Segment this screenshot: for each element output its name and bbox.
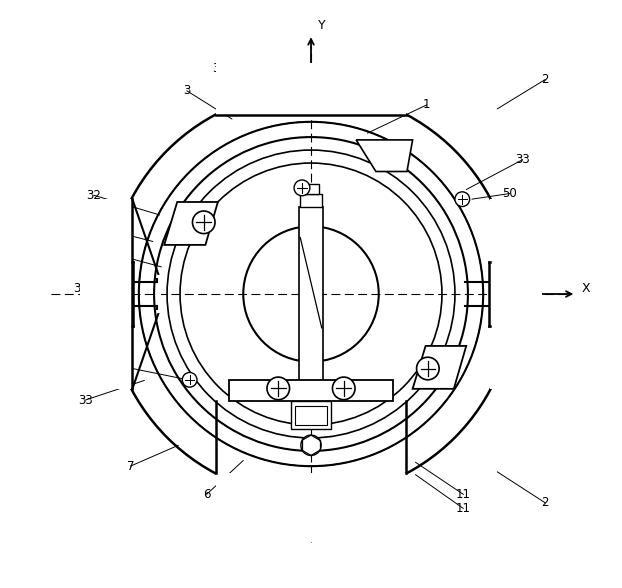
Circle shape xyxy=(267,377,290,400)
Bar xyxy=(303,184,319,194)
Text: 50: 50 xyxy=(86,354,101,367)
Polygon shape xyxy=(356,140,412,172)
Text: 2: 2 xyxy=(542,73,549,86)
Bar xyxy=(300,194,322,206)
Polygon shape xyxy=(216,473,406,542)
Circle shape xyxy=(192,211,215,233)
Text: 35: 35 xyxy=(515,282,530,295)
Text: 33: 33 xyxy=(515,153,530,166)
Bar xyxy=(229,380,393,401)
Circle shape xyxy=(182,372,197,387)
Text: 11: 11 xyxy=(456,502,471,515)
Polygon shape xyxy=(164,202,218,245)
Text: 5: 5 xyxy=(101,245,109,258)
Polygon shape xyxy=(490,199,542,389)
Bar xyxy=(299,206,323,404)
Bar xyxy=(290,401,332,429)
Text: 7: 7 xyxy=(127,460,134,473)
Text: X: X xyxy=(582,282,590,295)
Circle shape xyxy=(332,377,355,400)
Polygon shape xyxy=(80,199,132,389)
Text: 4: 4 xyxy=(357,79,364,92)
Circle shape xyxy=(455,192,470,206)
Text: 31: 31 xyxy=(86,220,101,233)
Text: 30: 30 xyxy=(212,62,227,75)
Text: 3: 3 xyxy=(183,84,190,97)
Text: 10: 10 xyxy=(304,513,318,526)
Text: 6: 6 xyxy=(203,488,210,501)
Text: 11: 11 xyxy=(456,488,471,501)
Text: 2: 2 xyxy=(542,496,549,509)
Circle shape xyxy=(417,358,439,380)
Text: 1: 1 xyxy=(423,98,430,111)
Circle shape xyxy=(294,180,310,196)
Text: 9: 9 xyxy=(239,495,247,508)
Polygon shape xyxy=(216,62,406,115)
Text: 32: 32 xyxy=(86,189,101,202)
Text: 8: 8 xyxy=(363,501,370,514)
Text: 35: 35 xyxy=(73,282,88,295)
Text: Y: Y xyxy=(318,19,325,32)
Circle shape xyxy=(301,435,321,456)
Polygon shape xyxy=(412,346,466,389)
Text: 33: 33 xyxy=(78,393,93,407)
Text: 50: 50 xyxy=(503,187,517,200)
Bar xyxy=(295,406,327,425)
